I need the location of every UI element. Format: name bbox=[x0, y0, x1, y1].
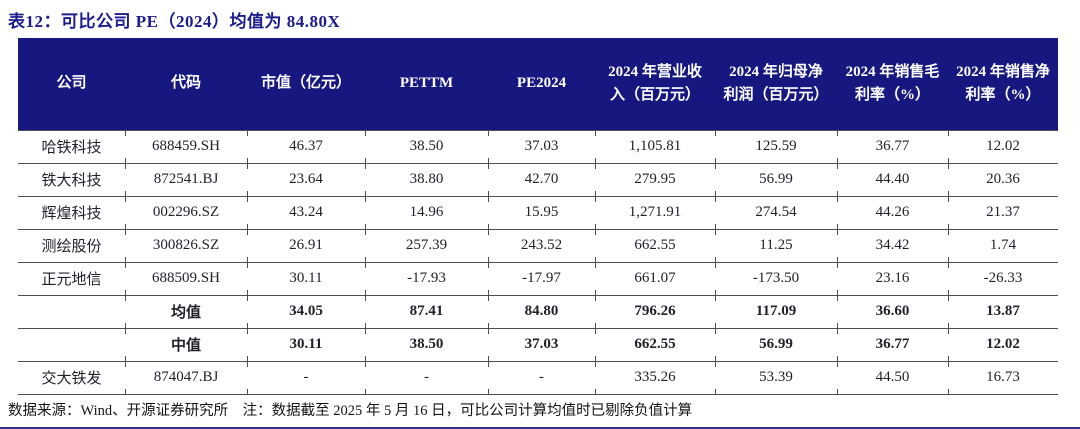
cell-pettm: - bbox=[365, 360, 488, 395]
column-header-pe2024: PE2024 bbox=[488, 38, 595, 130]
cell-pe2024: 37.03 bbox=[488, 129, 595, 163]
column-header-market-cap: 市值（亿元） bbox=[247, 38, 365, 130]
column-header-code: 代码 bbox=[125, 38, 247, 130]
cell-pe2024: 15.95 bbox=[488, 195, 595, 229]
cell-code: 均值 bbox=[125, 294, 247, 328]
column-header-net-profit: 2024 年归母净利润（百万元） bbox=[715, 38, 837, 130]
cell-pe2024: 37.03 bbox=[488, 327, 595, 361]
cell-gross-margin: 44.26 bbox=[837, 195, 948, 229]
cell-company: 铁大科技 bbox=[18, 162, 125, 196]
cell-revenue: 662.55 bbox=[595, 228, 715, 262]
cell-pe2024: 42.70 bbox=[488, 162, 595, 196]
cell-revenue: 335.26 bbox=[595, 360, 715, 395]
cell-net-profit: 117.09 bbox=[715, 294, 837, 328]
cell-pettm: 38.50 bbox=[365, 129, 488, 163]
cell-company: 交大铁发 bbox=[18, 360, 125, 395]
cell-net-profit: 274.54 bbox=[715, 195, 837, 229]
cell-gross-margin: 44.50 bbox=[837, 360, 948, 395]
comparable-companies-table: 公司 代码 市值（亿元） PETTM PE2024 2024 年营业收入（百万元… bbox=[18, 38, 1058, 395]
column-header-pettm: PETTM bbox=[365, 38, 488, 130]
cell-revenue: 1,105.81 bbox=[595, 129, 715, 163]
cell-revenue: 661.07 bbox=[595, 261, 715, 295]
cell-net-profit: 11.25 bbox=[715, 228, 837, 262]
cell-pettm: 87.41 bbox=[365, 294, 488, 328]
cell-pe2024: 243.52 bbox=[488, 228, 595, 262]
cell-gross-margin: 23.16 bbox=[837, 261, 948, 295]
cell-pettm: 38.50 bbox=[365, 327, 488, 361]
table-row: 辉煌科技 002296.SZ 43.24 14.96 15.95 1,271.9… bbox=[18, 195, 1058, 229]
cell-net-profit: 53.39 bbox=[715, 360, 837, 395]
column-header-gross-margin: 2024 年销售毛利率（%） bbox=[837, 38, 948, 130]
cell-revenue: 662.55 bbox=[595, 327, 715, 361]
table-row: 哈铁科技 688459.SH 46.37 38.50 37.03 1,105.8… bbox=[18, 129, 1058, 163]
cell-code: 中值 bbox=[125, 327, 247, 361]
cell-company bbox=[18, 294, 125, 328]
cell-code: 688509.SH bbox=[125, 261, 247, 295]
cell-company: 辉煌科技 bbox=[18, 195, 125, 229]
cell-net-margin: 16.73 bbox=[948, 360, 1058, 395]
cell-gross-margin: 36.60 bbox=[837, 294, 948, 328]
cell-revenue: 279.95 bbox=[595, 162, 715, 196]
table-row: 交大铁发 874047.BJ - - - 335.26 53.39 44.50 … bbox=[18, 360, 1058, 395]
cell-net-profit: -173.50 bbox=[715, 261, 837, 295]
cell-gross-margin: 34.42 bbox=[837, 228, 948, 262]
cell-net-margin: -26.33 bbox=[948, 261, 1058, 295]
cell-market-cap: - bbox=[247, 360, 365, 395]
cell-net-profit: 125.59 bbox=[715, 129, 837, 163]
cell-market-cap: 23.64 bbox=[247, 162, 365, 196]
table-row-median: 中值 30.11 38.50 37.03 662.55 56.99 36.77 … bbox=[18, 327, 1058, 361]
cell-net-margin: 1.74 bbox=[948, 228, 1058, 262]
source-note: 数据来源：Wind、开源证券研究所 注：数据截至 2025 年 5 月 16 日… bbox=[8, 403, 693, 419]
column-header-net-margin: 2024 年销售净利率（%） bbox=[948, 38, 1058, 130]
cell-company: 测绘股份 bbox=[18, 228, 125, 262]
cell-pe2024: 84.80 bbox=[488, 294, 595, 328]
cell-pettm: 14.96 bbox=[365, 195, 488, 229]
cell-net-margin: 13.87 bbox=[948, 294, 1058, 328]
cell-pettm: 257.39 bbox=[365, 228, 488, 262]
cell-pe2024: - bbox=[488, 360, 595, 395]
table-row: 铁大科技 872541.BJ 23.64 38.80 42.70 279.95 … bbox=[18, 162, 1058, 196]
cell-market-cap: 46.37 bbox=[247, 129, 365, 163]
cell-revenue: 796.26 bbox=[595, 294, 715, 328]
cell-market-cap: 34.05 bbox=[247, 294, 365, 328]
cell-market-cap: 30.11 bbox=[247, 327, 365, 361]
cell-gross-margin: 36.77 bbox=[837, 129, 948, 163]
cell-net-margin: 21.37 bbox=[948, 195, 1058, 229]
cell-code: 300826.SZ bbox=[125, 228, 247, 262]
cell-net-profit: 56.99 bbox=[715, 327, 837, 361]
cell-market-cap: 30.11 bbox=[247, 261, 365, 295]
table-title: 表12：可比公司 PE（2024）均值为 84.80X bbox=[8, 12, 341, 31]
table-row: 测绘股份 300826.SZ 26.91 257.39 243.52 662.5… bbox=[18, 228, 1058, 262]
cell-pettm: -17.93 bbox=[365, 261, 488, 295]
cell-net-margin: 12.02 bbox=[948, 129, 1058, 163]
table-row: 正元地信 688509.SH 30.11 -17.93 -17.97 661.0… bbox=[18, 261, 1058, 295]
cell-net-margin: 12.02 bbox=[948, 327, 1058, 361]
cell-code: 002296.SZ bbox=[125, 195, 247, 229]
cell-company: 哈铁科技 bbox=[18, 129, 125, 163]
cell-revenue: 1,271.91 bbox=[595, 195, 715, 229]
cell-pe2024: -17.97 bbox=[488, 261, 595, 295]
cell-company bbox=[18, 327, 125, 361]
table-row-mean: 均值 34.05 87.41 84.80 796.26 117.09 36.60… bbox=[18, 294, 1058, 328]
cell-gross-margin: 36.77 bbox=[837, 327, 948, 361]
cell-gross-margin: 44.40 bbox=[837, 162, 948, 196]
bottom-accent-line bbox=[0, 427, 1080, 429]
column-header-revenue: 2024 年营业收入（百万元） bbox=[595, 38, 715, 130]
header-row: 公司 代码 市值（亿元） PETTM PE2024 2024 年营业收入（百万元… bbox=[18, 38, 1058, 130]
cell-net-profit: 56.99 bbox=[715, 162, 837, 196]
cell-code: 688459.SH bbox=[125, 129, 247, 163]
cell-code: 874047.BJ bbox=[125, 360, 247, 395]
cell-code: 872541.BJ bbox=[125, 162, 247, 196]
column-header-company: 公司 bbox=[18, 38, 125, 130]
cell-market-cap: 43.24 bbox=[247, 195, 365, 229]
cell-market-cap: 26.91 bbox=[247, 228, 365, 262]
cell-pettm: 38.80 bbox=[365, 162, 488, 196]
cell-net-margin: 20.36 bbox=[948, 162, 1058, 196]
cell-company: 正元地信 bbox=[18, 261, 125, 295]
